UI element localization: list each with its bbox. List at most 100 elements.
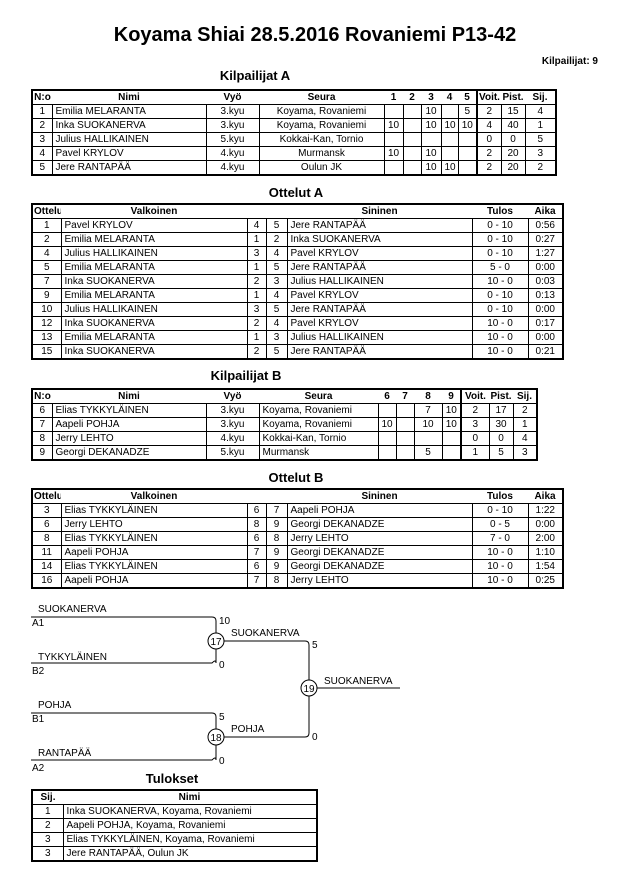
table-row: 3 Elias TYKKYLÄINEN 6 7 Aapeli POHJA 0 - 10 1:… (31, 503, 564, 518)
section-title-results: Tulokset (145, 771, 199, 786)
table-cell: 15 (31, 344, 62, 360)
table-cell: 4.kyu (205, 160, 260, 176)
match-circle-18 (207, 728, 225, 746)
semi1-top-seed: A1 (32, 618, 45, 629)
semi1-bottom-score: 0 (219, 660, 225, 671)
table-cell: Jerry LEHTO (286, 573, 473, 589)
column-header: Nimi (63, 789, 317, 805)
table-row: 11 Aapeli POHJA 7 9 Georgi DEKANADZE 10 - 0 1:… (31, 545, 564, 560)
table-cell: Elias TYKKYLÄINEN (60, 559, 248, 574)
semi2-bottom-name: RANTAPÄÄ (38, 747, 91, 759)
table-cell: Emilia MELARANTA (60, 330, 248, 345)
competitor-count: Kilpailijat: 9 (541, 56, 598, 67)
table-cell: 7 (246, 573, 267, 589)
table-cell: 0:21 (527, 344, 564, 360)
semi2-top-score: 5 (219, 712, 225, 723)
table-row: 2 Aapeli POHJA, Koyama, Rovaniemi (31, 818, 318, 833)
table-cell: 4.kyu (205, 431, 260, 446)
table-row: 3 Elias TYKKYLÄINEN, Koyama, Rovaniemi (31, 832, 318, 847)
semi1-match-number: 17 (210, 637, 222, 648)
table-cell: 3 (524, 146, 557, 161)
table-row: 8 Jerry LEHTO 4.kyu Kokkai-Kan, Tornio 0 0 4 (31, 431, 538, 446)
table-cell: Elias TYKKYLÄINEN, Koyama, Rovaniemi (62, 832, 318, 847)
table-cell: 3 (31, 832, 64, 847)
matches-b-table: Ottelu Valkoinen Sininen Tulos Aika 3 Elias TY… (31, 488, 564, 589)
table-row: 1 Pavel KRYLOV 4 5 Jere RANTAPÄÄ 0 - 10 0:56 (31, 218, 564, 233)
section-title-matches-b: Ottelut B (268, 470, 324, 485)
table-cell: 5.kyu (205, 445, 260, 461)
table-row: 7 Aapeli POHJA 3.kyu Koyama, Rovaniemi 10 10 1… (31, 417, 538, 432)
table-header-row: Sij. Nimi (32, 789, 317, 805)
table-cell: 0:00 (527, 330, 564, 345)
table-row: 5 Jere RANTAPÄÄ 4.kyu Oulun JK 10 10 2 20 2 (31, 160, 557, 176)
table-cell: Inka SUOKANERVA, Koyama, Rovaniemi (62, 804, 318, 819)
table-cell: 3 (31, 846, 64, 862)
table-cell: 3 (512, 445, 538, 461)
table-row: 4 Julius HALLIKAINEN 3 4 Pavel KRYLOV 0 - 10 1… (31, 246, 564, 261)
table-cell: Oulun JK (258, 160, 385, 176)
final-winner: SUOKANERVA (324, 676, 393, 687)
table-row: 10 Julius HALLIKAINEN 3 5 Jere RANTAPÄÄ 0 - 1… (31, 302, 564, 317)
table-cell: 1:54 (527, 559, 564, 574)
competitors-a-table: N:o Nimi Vyö Seura 1 2 3 4 5 Voit. Pist. Sij. 1 Emili… (31, 89, 557, 176)
competitors-b-table: N:o Nimi Vyö Seura 6 7 8 9 Voit. Pist. Sij. 6 Elias … (31, 388, 538, 461)
semi2-bottom-score: 0 (219, 756, 225, 767)
table-row: 9 Emilia MELARANTA 1 4 Pavel KRYLOV 0 - 10 0:1… (31, 288, 564, 303)
semi1-top-score: 10 (219, 616, 231, 627)
table-cell: Murmansk (258, 146, 385, 161)
section-title-competitors-a: Kilpailijat A (219, 68, 291, 83)
semi1-bottom-name: TYKKYLÄINEN (38, 651, 107, 663)
table-cell: 10 - 0 (471, 573, 529, 589)
table-row: 14 Elias TYKKYLÄINEN 6 9 Georgi DEKANADZE 10 … (31, 559, 564, 574)
table-cell: Jere RANTAPÄÄ (286, 344, 473, 360)
table-header-row: Ottelu Valkoinen Sininen Tulos Aika (32, 488, 563, 504)
table-cell: 0:25 (527, 573, 564, 589)
table-cell: 5 (524, 132, 557, 147)
table-cell: Aapeli POHJA, Koyama, Rovaniemi (62, 818, 318, 833)
column-header: Sij. (32, 789, 63, 805)
table-row: 15 Inka SUOKANERVA 2 5 Jere RANTAPÄÄ 10 - 0 0:… (31, 344, 564, 360)
matches-a-table: Ottelu Valkoinen Sininen Tulos Aika 1 Pavel KR… (31, 203, 564, 360)
match-circle-19 (300, 679, 318, 697)
results-table: Sij. Nimi 1 Inka SUOKANERVA, Koyama, Rovani… (31, 789, 318, 862)
table-cell: Murmansk (258, 445, 379, 461)
section-title-matches-a: Ottelut A (268, 185, 324, 200)
table-row: 9 Georgi DEKANADZE 5.kyu Murmansk 5 1 5 3 (31, 445, 538, 461)
table-row: 6 Jerry LEHTO 8 9 Georgi DEKANADZE 0 - 5 0:00 (31, 517, 564, 532)
match-circle-17 (207, 632, 225, 650)
final-top-score: 5 (312, 640, 318, 651)
bracket-final-lines (224, 640, 310, 738)
table-cell: 3 (265, 330, 288, 345)
section-title-competitors-b: Kilpailijat B (210, 368, 282, 383)
table-cell: 8 (31, 431, 53, 446)
table-cell: 10 - 0 (471, 559, 529, 574)
table-cell: Jere RANTAPÄÄ, Oulun JK (62, 846, 318, 862)
semi1-bottom-seed: B2 (32, 666, 45, 677)
semi2-top-seed: B1 (32, 714, 45, 725)
table-cell: 2 (524, 160, 557, 176)
semi1-winner: SUOKANERVA (231, 628, 300, 639)
table-cell: 5 (413, 445, 443, 461)
table-cell: 1 (31, 804, 64, 819)
final-bottom-score: 0 (312, 732, 318, 743)
table-row: 16 Aapeli POHJA 7 8 Jerry LEHTO 10 - 0 0:25 (31, 573, 564, 589)
semi2-top-name: POHJA (38, 700, 72, 711)
table-cell: 4 (512, 431, 538, 446)
semi2-match-number: 18 (210, 733, 222, 744)
semi1-top-name: SUOKANERVA (38, 604, 107, 615)
table-row: 3 Jere RANTAPÄÄ, Oulun JK (31, 846, 318, 862)
table-cell: 5 (31, 160, 53, 176)
table-row: 7 Inka SUOKANERVA 2 3 Julius HALLIKAINEN 10 -… (31, 274, 564, 289)
table-row: 4 Pavel KRYLOV 4.kyu Murmansk 10 10 2 20 3 (31, 146, 557, 161)
table-row: 2 Inka SUOKANERVA 3.kyu Koyama, Rovaniemi 10… (31, 118, 557, 133)
table-cell: 2 (31, 818, 64, 833)
page-title: Koyama Shiai 28.5.2016 Rovaniemi P13-42 (113, 24, 517, 46)
table-cell: 2 (476, 160, 502, 176)
table-header-row: N:o Nimi Vyö Seura 6 7 8 9 Voit. Pist. Sij. (32, 388, 537, 404)
final-match-number: 19 (303, 684, 315, 695)
table-cell: Jerry LEHTO (51, 431, 207, 446)
table-row: 13 Emilia MELARANTA 1 3 Julius HALLIKAINEN 10… (31, 330, 564, 345)
table-cell: 20 (500, 146, 526, 161)
